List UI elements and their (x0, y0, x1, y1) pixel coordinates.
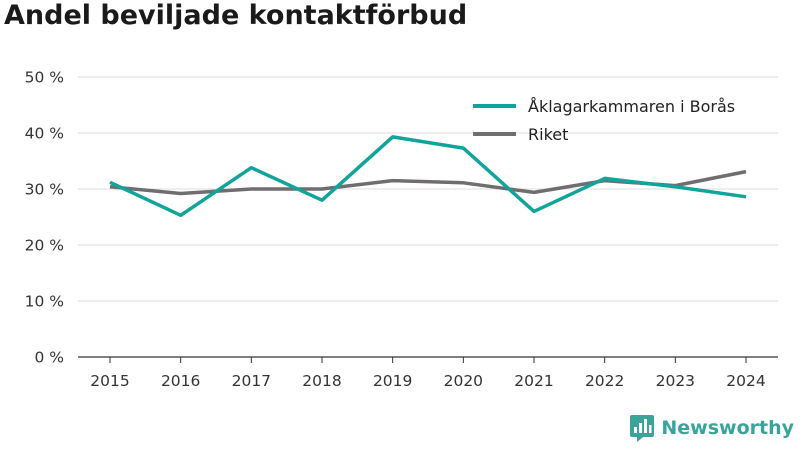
x-tick-label: 2023 (656, 372, 695, 390)
legend-label: Riket (528, 125, 568, 144)
x-tick-label: 2022 (585, 372, 624, 390)
legend-label: Åklagarkammaren i Borås (528, 97, 735, 116)
y-tick-label: 30 % (25, 181, 64, 199)
x-tick-label: 2021 (514, 372, 553, 390)
y-tick-label: 20 % (25, 237, 64, 255)
y-tick-label: 40 % (25, 125, 64, 143)
x-tick-label: 2017 (232, 372, 271, 390)
y-tick-label: 50 % (25, 69, 64, 87)
x-tick-label: 2024 (726, 372, 765, 390)
series-lines (109, 135, 747, 218)
page-title: Andel beviljade kontaktförbud (4, 0, 468, 31)
x-tick-label: 2020 (444, 372, 483, 390)
y-axis-tick-labels: 0 % 10 % 20 % 30 % 40 % 50 % (25, 69, 64, 367)
x-tick-label: 2019 (373, 372, 412, 390)
legend: Åklagarkammaren i Borås Riket (473, 97, 735, 144)
y-tick-label: 10 % (25, 293, 64, 311)
newsworthy-brand: Newsworthy (629, 413, 794, 443)
y-tick-label: 0 % (34, 349, 64, 367)
newsworthy-logo-icon (630, 415, 655, 442)
x-axis: 2015 2016 2017 2018 2019 2020 2021 2022 2023 2024 (78, 356, 778, 390)
x-tick-label: 2015 (90, 372, 129, 390)
brand-name: Newsworthy (661, 417, 794, 439)
series-line--klagarkammaren-i-bor-s (109, 135, 747, 218)
x-tick-label: 2018 (302, 372, 341, 390)
gridlines (78, 76, 778, 302)
x-tick-label: 2016 (161, 372, 200, 390)
